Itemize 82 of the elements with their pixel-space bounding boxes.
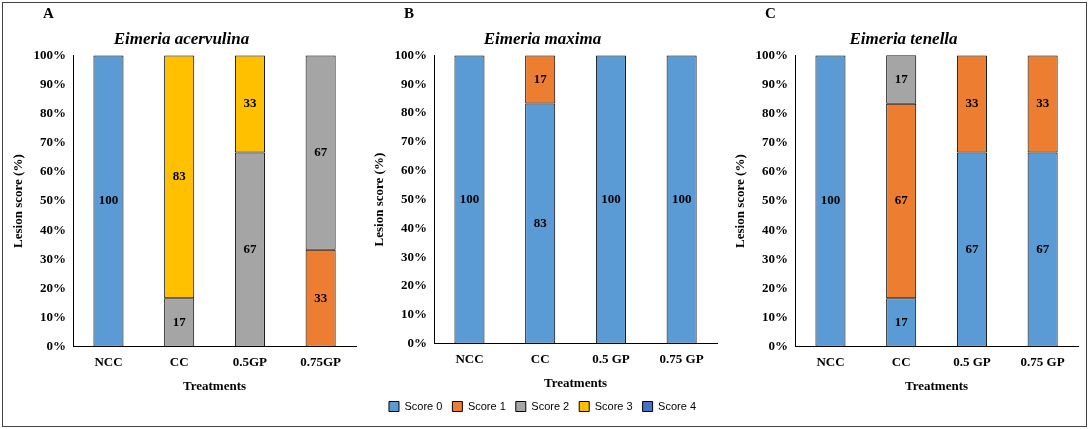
legend-label: Score 3 [594,399,633,412]
y-tick-label: 10% [401,306,428,322]
x-tick-label: 0.75GP [300,353,342,369]
y-tick-label: 80% [40,105,67,121]
y-tick-label: 50% [40,192,67,208]
y-tick-label: 100% [33,46,67,62]
x-axis-title: Treatments [905,377,969,393]
y-tick-label: 70% [762,134,789,150]
text: B [404,5,415,22]
y-axis-title: Lesion score (%) [732,154,748,248]
x-tick-label: 0.75 GP [1020,353,1065,369]
y-tick-label: 90% [401,75,428,91]
chart-title: Eimeria acervulina [112,28,250,48]
data-label: 100 [601,190,621,206]
x-tick-label: 0.5GP [232,353,268,369]
y-tick-label: 70% [40,134,67,150]
data-label: 67 [894,192,909,208]
y-tick-label: 30% [401,248,428,264]
legend-label: Score 4 [658,399,697,412]
y-tick-label: 100% [755,46,789,62]
y-tick-label: 40% [40,221,67,237]
y-tick-label: 20% [762,279,789,295]
legend-label: Score 0 [404,399,443,412]
y-tick-label: 30% [40,250,67,266]
y-tick-label: 40% [401,219,428,235]
x-tick-label: NCC [94,353,123,369]
x-tick-label: NCC [455,350,484,366]
y-tick-label: 80% [401,104,428,120]
data-label: 83 [533,215,548,231]
data-label: 33 [965,95,979,111]
data-label: 17 [172,313,187,329]
y-axis-title: Lesion score (%) [371,152,387,247]
y-axis-title: Lesion score (%) [10,154,26,248]
y-tick-label: 90% [762,75,789,91]
chart-title: Eimeria tenella [848,28,959,48]
y-tick-label: 70% [401,133,428,149]
x-tick-label: 0.5 GP [592,350,630,366]
y-tick-label: 60% [40,163,67,179]
x-tick-label: CC [530,350,550,366]
y-tick-label: 0% [407,335,428,351]
x-axis-title: Treatments [544,374,608,390]
chart-title: Eimeria maxima [482,28,602,48]
data-label: 67 [314,143,328,159]
y-tick-label: 60% [401,162,428,178]
y-tick-label: 90% [40,75,67,91]
y-tick-label: 0% [768,338,789,354]
y-tick-label: 10% [40,309,67,325]
x-axis-title: Treatments [183,377,247,393]
data-label: 33 [314,289,328,305]
text: C [765,5,776,22]
data-label: 100 [459,190,480,206]
y-tick-label: 50% [401,190,428,206]
y-tick-label: 10% [762,309,789,325]
data-label: 17 [894,70,909,86]
data-label: 17 [894,313,909,329]
data-label: 67 [1036,240,1050,256]
data-label: 100 [98,192,119,208]
y-tick-label: 80% [762,105,789,121]
x-tick-label: 0.75 GP [659,350,704,366]
data-label: 33 [1036,95,1050,111]
y-tick-label: 20% [40,279,67,295]
x-tick-label: NCC [816,353,845,369]
data-label: 100 [820,192,841,208]
legend-label: Score 2 [531,399,570,412]
x-tick-label: 0.5 GP [953,353,991,369]
x-tick-label: CC [169,353,189,369]
data-label: 33 [243,95,257,111]
y-tick-label: 40% [762,221,789,237]
y-tick-label: 30% [762,250,789,266]
data-label: 67 [965,240,979,256]
y-tick-label: 60% [762,163,789,179]
data-label: 83 [172,168,187,184]
y-tick-label: 0% [46,338,67,354]
y-tick-label: 100% [394,46,428,62]
data-label: 100 [671,190,692,206]
data-label: 17 [533,70,548,86]
legend-label: Score 1 [467,399,506,412]
data-label: 67 [243,240,257,256]
y-tick-label: 20% [401,277,428,293]
x-tick-label: CC [891,353,911,369]
y-tick-label: 50% [762,192,789,208]
text: A [43,5,55,22]
